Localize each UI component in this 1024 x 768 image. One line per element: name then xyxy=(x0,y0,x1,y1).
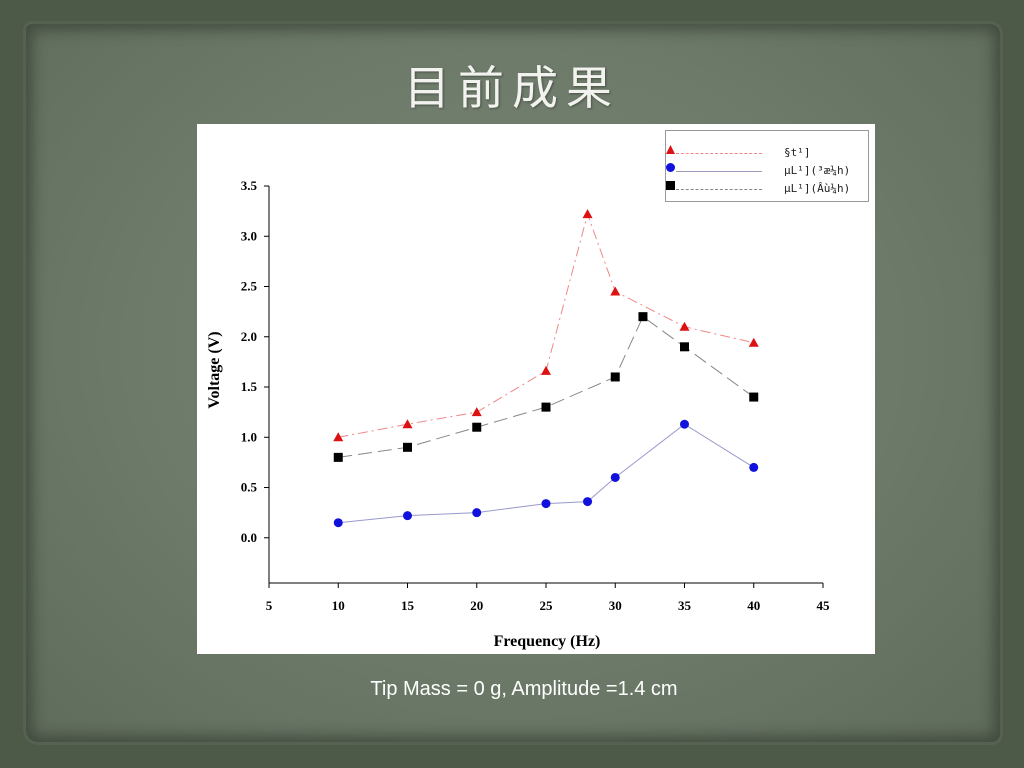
legend-line xyxy=(676,171,762,172)
data-point-square xyxy=(333,452,343,462)
data-point-square xyxy=(610,372,620,382)
legend-label: µL¹](³æ¼h) xyxy=(784,164,851,177)
legend-label: µL¹](Âù¼h) xyxy=(784,182,851,195)
data-point-circle xyxy=(403,511,412,521)
y-tick-label: 2.0 xyxy=(241,329,257,344)
chart-panel: 5 10 15 20 25 30 35 40 45 0.0 0.5 1.0 1.5 2.0 2.5 3.0 3.… xyxy=(197,124,875,654)
x-tick-label: 45 xyxy=(817,598,831,613)
data-point-triangle xyxy=(402,419,413,429)
x-tick-label: 5 xyxy=(266,598,273,613)
y-tick-label: 3.5 xyxy=(241,178,258,193)
data-point-square xyxy=(403,442,412,452)
data-point-triangle xyxy=(333,432,344,442)
x-axis-title: Frequency (Hz) xyxy=(494,633,601,650)
y-tick-label: 2.5 xyxy=(241,279,258,294)
line-chart: 5 10 15 20 25 30 35 40 45 0.0 0.5 1.0 1.5 2.0 2.5 3.0 3.… xyxy=(206,178,830,650)
x-tick-label: 20 xyxy=(470,598,483,613)
x-tick-label: 40 xyxy=(747,598,760,613)
square-marker-icon xyxy=(666,181,675,190)
data-point-square xyxy=(472,422,482,432)
data-point-triangle xyxy=(541,365,551,375)
data-point-circle xyxy=(333,518,343,528)
data-point-triangle xyxy=(610,286,621,296)
data-point-circle xyxy=(541,499,551,509)
legend-line xyxy=(676,153,762,154)
y-tick-label: 1.5 xyxy=(241,379,258,394)
data-point-square xyxy=(749,392,759,402)
slide-caption: Tip Mass = 0 g, Amplitude =1.4 cm xyxy=(370,678,678,700)
series-line xyxy=(338,423,755,524)
legend-label: §t¹] xyxy=(784,146,811,159)
data-point-square xyxy=(638,312,648,322)
y-tick-label: 3.0 xyxy=(241,228,257,243)
slide-title: 目前成果 xyxy=(404,61,620,115)
data-point-triangle xyxy=(471,407,482,417)
x-tick-label: 35 xyxy=(678,598,692,613)
circle-marker-icon xyxy=(666,163,675,172)
data-point-triangle xyxy=(748,337,759,347)
chart-legend: §t¹] µL¹](³æ¼h) µL¹](Âù¼h) xyxy=(665,130,869,202)
data-point-square xyxy=(541,402,551,412)
legend-item-series-3: µL¹](Âù¼h) xyxy=(666,181,870,199)
legend-item-series-2: µL¹](³æ¼h) xyxy=(666,163,870,181)
y-axis-title: Voltage (V) xyxy=(206,331,223,408)
x-tick-label: 10 xyxy=(332,598,345,613)
x-tick-label: 30 xyxy=(609,598,622,613)
data-point-circle xyxy=(472,508,482,518)
data-point-circle xyxy=(680,419,689,429)
data-point-triangle xyxy=(679,321,690,331)
series-line xyxy=(338,315,755,458)
data-point-square xyxy=(680,342,689,352)
chart-series xyxy=(333,209,759,528)
data-point-circle xyxy=(610,472,620,482)
y-tick-label: 0.5 xyxy=(241,480,258,495)
triangle-marker-icon xyxy=(666,145,675,154)
x-tick-label: 25 xyxy=(540,598,554,613)
data-point-circle xyxy=(749,462,759,472)
series-line xyxy=(338,212,754,438)
chart-axes: 5 10 15 20 25 30 35 40 45 0.0 0.5 1.0 1.5 2.0 2.5 3.0 3.… xyxy=(241,178,830,613)
y-tick-label: 1.0 xyxy=(241,429,257,444)
data-point-triangle xyxy=(582,209,593,219)
legend-line xyxy=(676,189,762,190)
legend-item-series-1: §t¹] xyxy=(666,145,870,163)
data-point-circle xyxy=(583,497,593,507)
y-tick-label: 0.0 xyxy=(241,530,257,545)
x-tick-label: 15 xyxy=(401,598,415,613)
